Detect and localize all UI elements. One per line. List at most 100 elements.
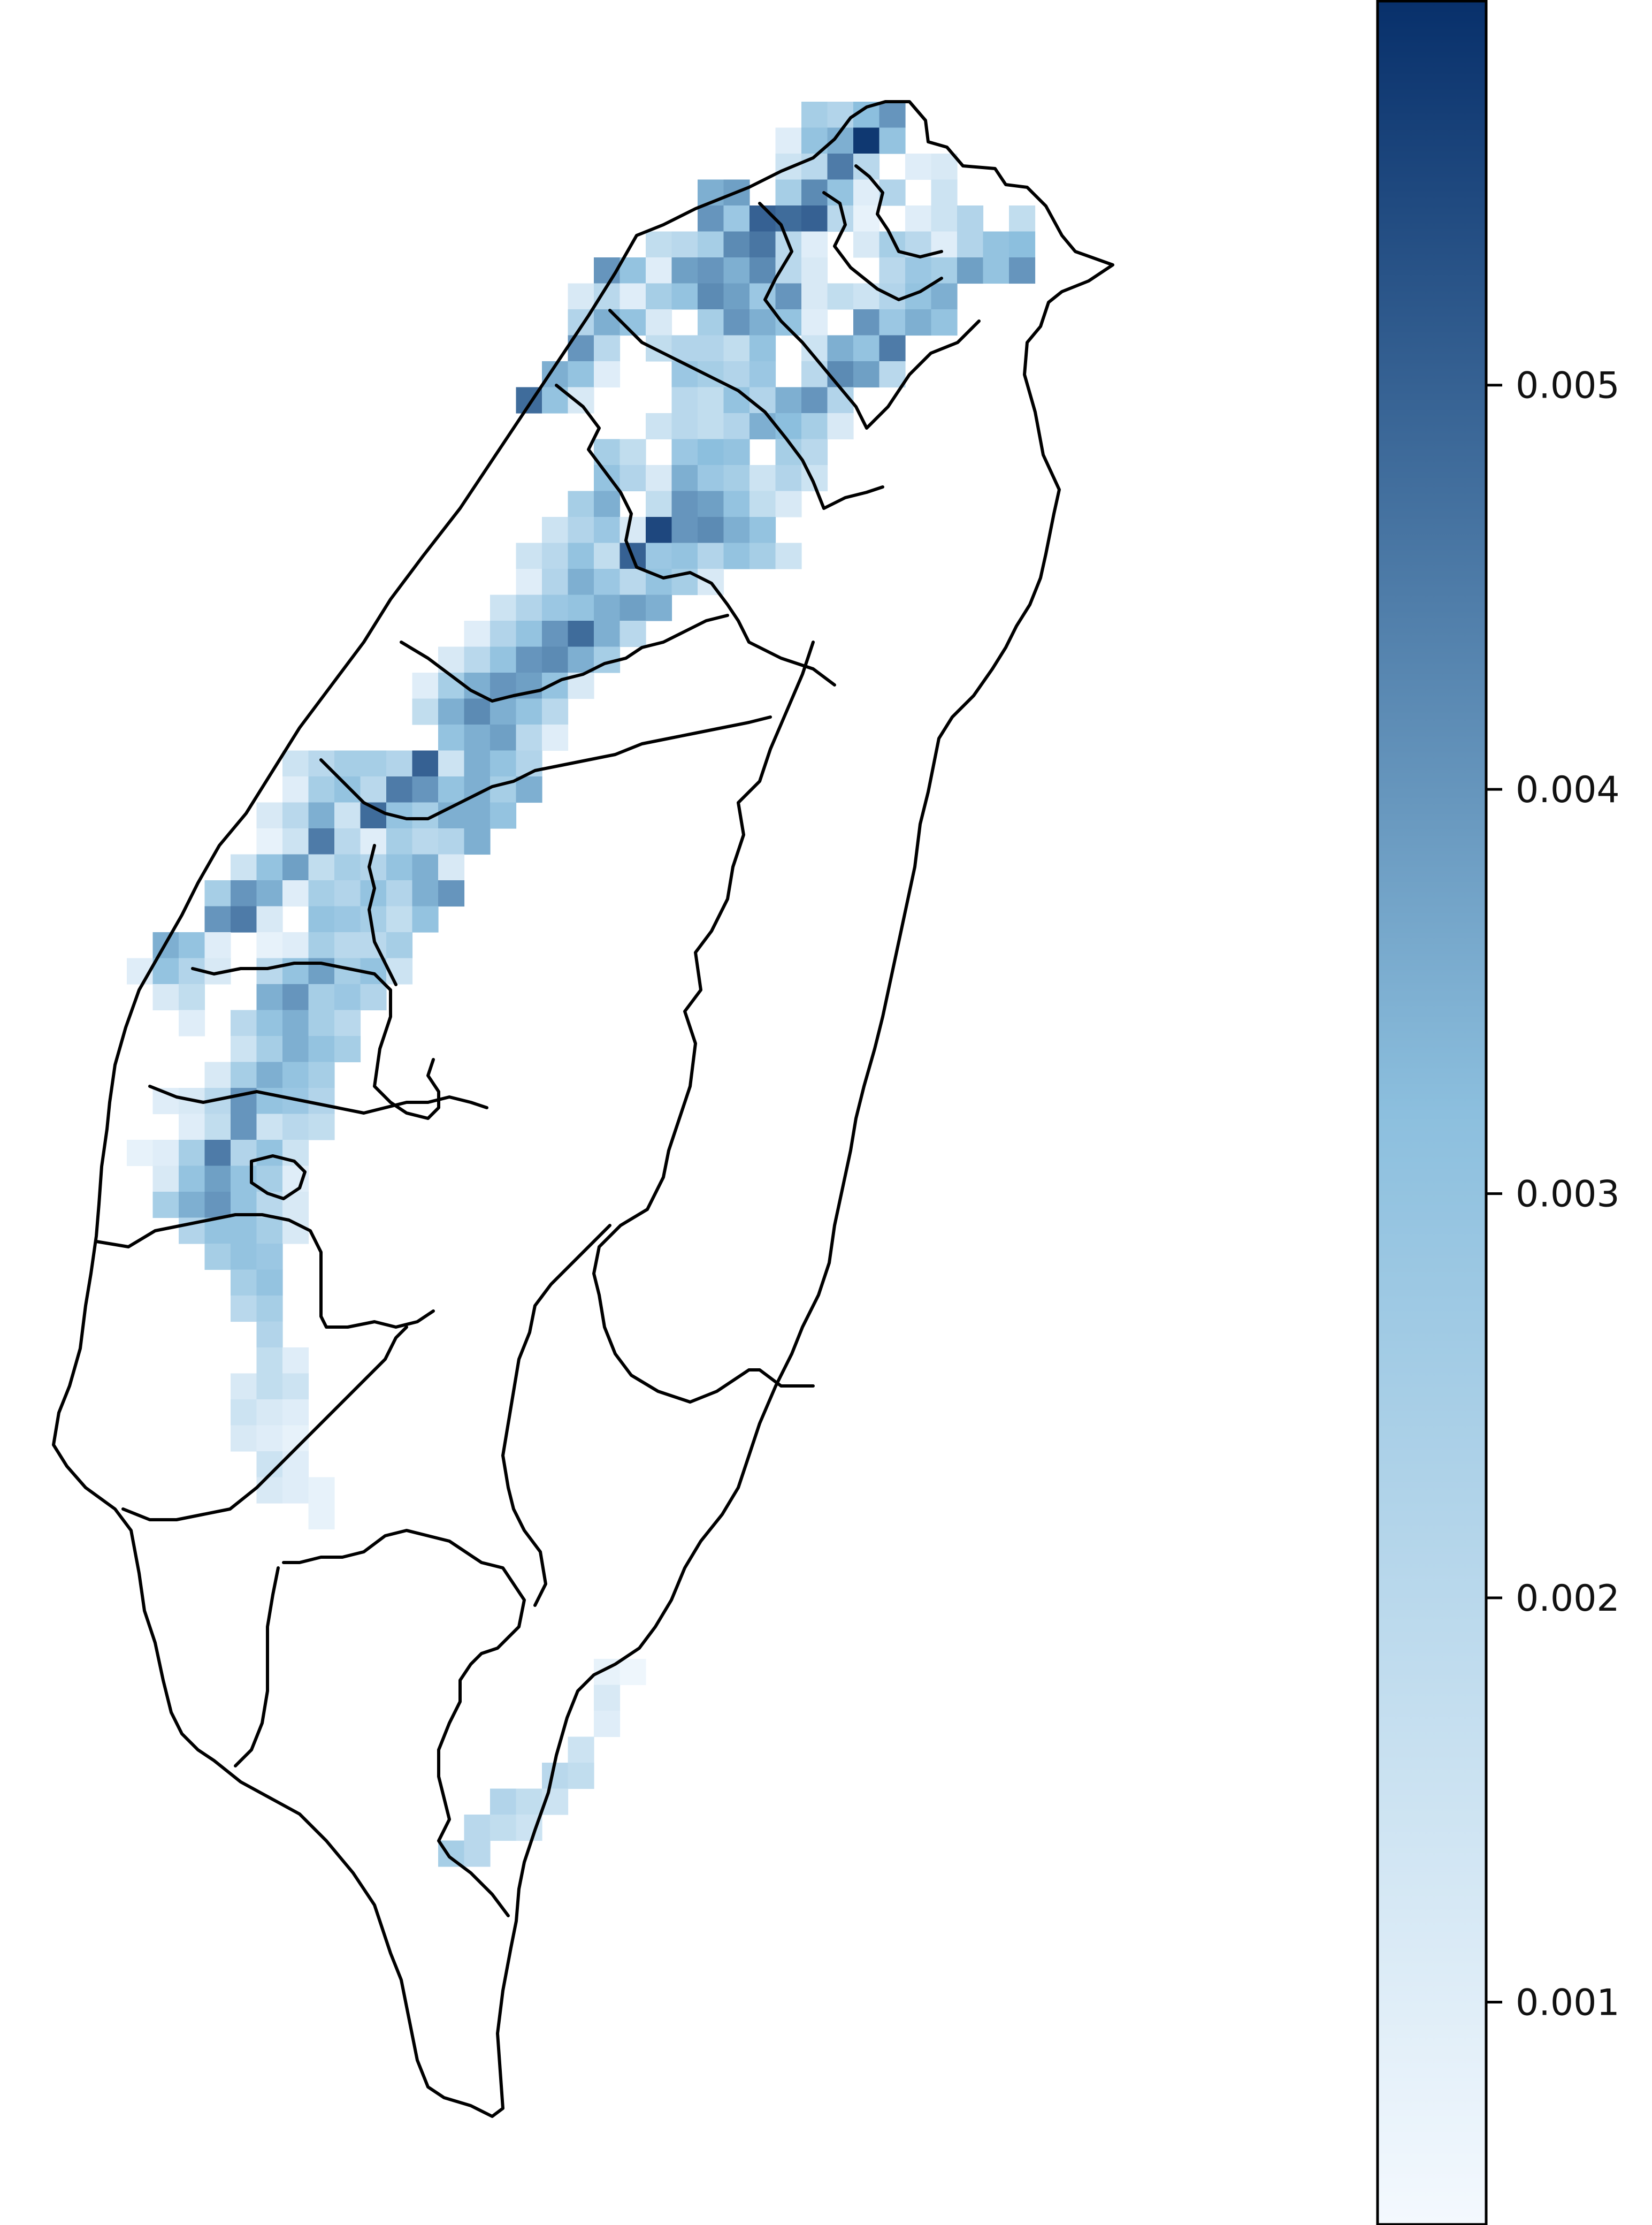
heatmap-cell (231, 880, 257, 907)
heatmap-cell (152, 958, 179, 985)
heatmap-cell (516, 698, 542, 725)
heatmap-cell (412, 854, 439, 881)
border-taoyuan-hsinchu (608, 309, 884, 510)
heatmap-cell (282, 1114, 309, 1140)
border-taitung (501, 1224, 611, 1607)
map-area (52, 100, 1114, 2118)
heatmap-cell (905, 309, 932, 336)
heatmap-cell (594, 1711, 621, 1738)
heatmap-cell (386, 776, 413, 803)
heatmap-cell (957, 257, 984, 284)
heatmap-cell (490, 595, 517, 621)
colorbar-gradient (1378, 1, 1486, 2224)
heatmap-cell (698, 439, 724, 466)
heatmap-cell (256, 880, 283, 907)
heatmap-cell (775, 413, 802, 440)
heatmap-cell (516, 621, 542, 647)
heatmap-cell (282, 1062, 309, 1088)
heatmap-cell (749, 413, 776, 440)
heatmap-cell (594, 569, 621, 596)
heatmap-cell (646, 257, 672, 284)
border-yunlin (148, 1085, 488, 1115)
heatmap-cell (646, 543, 672, 569)
heatmap-cell (853, 205, 880, 232)
heatmap-cell (801, 361, 828, 388)
heatmap-cell (360, 854, 387, 881)
heatmap-cell (282, 854, 309, 881)
heatmap-cell (490, 725, 517, 751)
heatmap-cell (620, 283, 646, 310)
heatmap-cell (360, 984, 387, 1011)
heatmap-cell (204, 932, 231, 959)
heatmap-cell (698, 413, 724, 440)
heatmap-cell (723, 257, 750, 284)
heatmap-cell (568, 569, 594, 596)
heatmap-cell (179, 1010, 205, 1037)
heatmap-cell (231, 1010, 257, 1037)
heatmap-cell (801, 257, 828, 284)
border-taichung-nantou (319, 715, 772, 820)
heatmap-cell (879, 102, 906, 128)
heatmap-cell (152, 1192, 179, 1218)
heatmap-cell (490, 750, 517, 777)
heatmap-cell (620, 569, 646, 596)
heatmap-cell (334, 1010, 361, 1037)
heatmap-cell (671, 543, 698, 569)
heatmap-cell (594, 517, 621, 544)
island-outline (52, 100, 1114, 2118)
heatmap-cell (204, 906, 231, 933)
heatmap-cell (438, 880, 465, 907)
heatmap-cell (179, 1114, 205, 1140)
heatmap-cell (412, 776, 439, 803)
heatmap-cell (256, 1477, 283, 1504)
heatmap-cell (931, 205, 958, 232)
heatmap-cell (879, 257, 906, 284)
heatmap-cell (256, 1269, 283, 1296)
heatmap-cell (386, 828, 413, 855)
heatmap-cell (698, 387, 724, 414)
heatmap-cell (749, 205, 776, 232)
heatmap-cell (231, 1296, 257, 1322)
heatmap-cell (308, 1062, 335, 1088)
heatmap-cell (671, 387, 698, 414)
heatmap-cell (516, 543, 542, 569)
heatmap-cell (801, 102, 828, 128)
heatmap-cell (282, 932, 309, 959)
heatmap-cell (905, 154, 932, 180)
heatmap-cell (698, 517, 724, 544)
heatmap-cell (801, 205, 828, 232)
heatmap-cell (412, 906, 439, 933)
heatmap-cell (568, 361, 594, 388)
heatmap-cell (308, 1036, 335, 1063)
border-chiayi (95, 1213, 435, 1329)
heatmap-cell (464, 725, 491, 751)
heatmap-cell (698, 465, 724, 492)
border-changhua (191, 962, 440, 1120)
heatmap-cell (1009, 257, 1036, 284)
heatmap-cell (957, 231, 984, 258)
border-newtaipei-south (758, 202, 981, 430)
heatmap-cell (853, 127, 880, 154)
heatmap-cell (308, 880, 335, 907)
heatmap-cell (983, 257, 1009, 284)
administrative-boundaries (52, 100, 1114, 2118)
heatmap-cell (256, 1140, 283, 1167)
heatmap-cell (801, 283, 828, 310)
heatmap-cell (308, 854, 335, 881)
colorbar-tick-label: 0.002 (1516, 1578, 1620, 1620)
heatmap-cell (438, 828, 465, 855)
border-keelung (854, 164, 943, 258)
heatmap-cell (516, 595, 542, 621)
heatmap-cell (204, 1217, 231, 1244)
heatmap-cell (671, 231, 698, 258)
heatmap-cell (723, 517, 750, 544)
heatmap-cell (204, 1114, 231, 1140)
heatmap-cell (282, 1347, 309, 1374)
heatmap-cell (231, 1114, 257, 1140)
heatmap-cell (671, 517, 698, 544)
colorbar-tick-label: 0.001 (1516, 1982, 1620, 2024)
heatmap-cell (931, 309, 958, 336)
heatmap-cell (231, 906, 257, 933)
heatmap-cell (827, 102, 854, 128)
heatmap-cell (308, 828, 335, 855)
